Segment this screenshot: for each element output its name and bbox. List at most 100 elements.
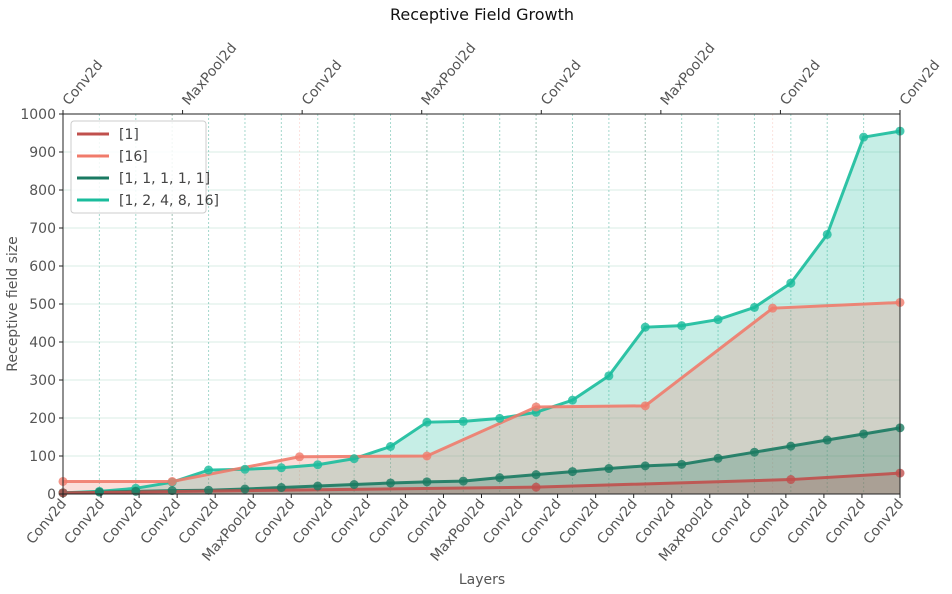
data-point: [295, 452, 305, 462]
data-point: [167, 476, 177, 486]
chart-title: Receptive Field Growth: [390, 5, 574, 24]
data-point: [713, 453, 723, 463]
data-point: [822, 435, 832, 445]
legend: [1] [16] [1, 1, 1, 1, 1] [1, 2, 4, 8, 16]: [70, 120, 219, 214]
series-line: [63, 300, 901, 483]
data-point: [240, 464, 250, 474]
top-tick-label: MaxPool2d: [179, 40, 240, 108]
data-point: [677, 459, 687, 469]
legend-label: [16]: [119, 149, 148, 165]
y-tick-label: 200: [29, 411, 56, 427]
data-point: [313, 481, 323, 491]
series-area: [63, 473, 900, 494]
x-axis-label: Layers: [459, 572, 505, 588]
data-point: [786, 475, 796, 485]
data-point: [531, 470, 541, 480]
data-point: [713, 315, 723, 325]
x-tick-label: Conv2d: [290, 496, 337, 547]
data-point: [204, 465, 214, 475]
x-tick-label: Conv2d: [24, 496, 71, 547]
data-point: [94, 487, 104, 497]
legend-label: [1, 1, 1, 1, 1]: [119, 171, 210, 187]
x-tick-label: Conv2d: [328, 496, 375, 547]
x-tick-label: Conv2d: [823, 496, 870, 547]
data-point: [859, 132, 869, 142]
x-tick-label: Conv2d: [746, 496, 793, 547]
data-point: [313, 460, 323, 470]
data-point: [640, 322, 650, 332]
x-tick-label: Conv2d: [480, 496, 527, 547]
top-tick-label: Conv2d: [60, 57, 107, 108]
data-point: [240, 484, 250, 494]
data-point: [386, 442, 396, 451]
data-point: [749, 447, 759, 457]
x-tick-label: Conv2d: [556, 496, 603, 547]
y-axis-label: Receptive field size: [5, 236, 21, 371]
data-point: [640, 401, 650, 411]
legend-box: [70, 120, 207, 214]
top-tick-label: MaxPool2d: [658, 40, 719, 108]
data-point: [458, 476, 468, 486]
series-area: [63, 131, 900, 494]
series-areas: [63, 131, 900, 494]
data-point: [768, 303, 778, 313]
top-tick-label: Conv2d: [538, 57, 585, 108]
data-point: [458, 416, 468, 426]
y-tick-label: 1000: [20, 107, 56, 123]
data-point: [677, 321, 687, 331]
data-point: [640, 461, 650, 471]
data-point: [349, 454, 359, 464]
data-point: [531, 402, 541, 412]
x-tick-label: Conv2d: [594, 496, 641, 547]
series-line: [62, 129, 901, 495]
x-tick-label: Conv2d: [62, 496, 109, 547]
y-axis-ticks: 0 100 200 300 400 500 600 700 800 900 1000: [20, 107, 63, 503]
data-point: [786, 441, 796, 451]
y-tick-label: 300: [29, 373, 56, 389]
data-point: [859, 429, 869, 439]
data-point: [786, 278, 796, 288]
series-line: [62, 471, 901, 495]
top-axis-ticks: Conv2d MaxPool2d Conv2d MaxPool2d Conv2d MaxP…: [60, 40, 944, 114]
top-tick-label: MaxPool2d: [419, 40, 480, 108]
y-tick-label: 900: [29, 145, 56, 161]
x-tick-label: Conv2d: [784, 496, 831, 547]
x-tick-label: Conv2d: [100, 496, 147, 547]
top-tick-label: Conv2d: [777, 57, 824, 108]
x-tick-label: Conv2d: [861, 496, 908, 547]
legend-label: [1]: [119, 127, 139, 143]
data-point: [495, 413, 505, 423]
x-axis-ticks: Conv2dConv2dConv2dConv2dConv2dMaxPool2dC…: [24, 494, 908, 565]
data-point: [567, 467, 577, 477]
data-point: [604, 464, 614, 474]
top-tick-label: Conv2d: [897, 57, 944, 108]
data-point: [531, 482, 541, 492]
legend-label: [1, 2, 4, 8, 16]: [119, 193, 219, 209]
y-tick-label: 800: [29, 183, 56, 199]
series-points: [58, 126, 905, 498]
data-point: [422, 417, 432, 427]
x-tick-label: Conv2d: [138, 496, 185, 547]
data-point: [167, 486, 177, 496]
top-tick-label: Conv2d: [299, 57, 346, 108]
data-point: [822, 229, 832, 239]
x-tick-label: Conv2d: [366, 496, 413, 547]
data-point: [422, 451, 432, 461]
series-area: [63, 302, 900, 494]
data-point: [276, 483, 286, 493]
data-point: [422, 477, 432, 487]
x-tick-label: Conv2d: [252, 496, 299, 547]
y-tick-label: 700: [29, 221, 56, 237]
y-tick-label: 400: [29, 335, 56, 351]
y-tick-label: 0: [47, 487, 56, 503]
y-tick-label: 600: [29, 259, 56, 275]
series-area: [63, 427, 900, 494]
data-point: [204, 485, 214, 495]
data-point: [567, 395, 577, 405]
data-point: [276, 463, 286, 473]
series-lines: [62, 129, 901, 495]
x-tick-label: Conv2d: [708, 496, 755, 547]
data-point: [604, 371, 614, 381]
data-point: [386, 478, 396, 488]
